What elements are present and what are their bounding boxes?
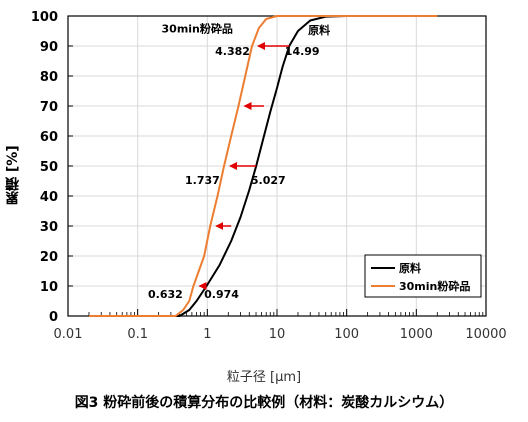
y-tick-label: 100	[31, 10, 58, 25]
figure-caption: 図3 粉砕前後の積算分布の比較例（材料：炭酸カルシウム）	[74, 395, 454, 411]
value-annotation: 0.974	[204, 288, 239, 301]
legend-label: 30min粉砕品	[399, 279, 470, 293]
y-tick-label: 0	[49, 310, 58, 325]
series-line-raw	[88, 15, 438, 317]
y-tick-label: 20	[40, 250, 58, 265]
y-tick-label: 30	[40, 220, 58, 235]
y-tick-label: 60	[40, 130, 58, 145]
x-tick-label: 100	[334, 327, 359, 342]
value-annotation: 14.99	[285, 45, 320, 58]
y-axis-title: 累積 [%]	[5, 145, 21, 205]
plot-series-label: 原料	[308, 23, 330, 37]
value-annotation: 4.382	[215, 45, 250, 58]
y-tick-label: 10	[40, 280, 58, 295]
x-tick-label: 0.01	[54, 327, 83, 342]
x-tick-label: 10000	[465, 327, 506, 342]
x-tick-label: 1	[203, 327, 211, 342]
legend-label: 原料	[399, 261, 421, 275]
plot-series-label: 30min粉砕品	[162, 22, 233, 36]
x-tick-label: 1000	[400, 327, 433, 342]
value-annotation: 0.632	[148, 288, 183, 301]
y-tick-label: 90	[40, 40, 58, 55]
x-tick-label: 0.1	[127, 327, 148, 342]
x-tick-label: 10	[269, 327, 286, 342]
series-line-milled	[88, 15, 438, 317]
y-tick-label: 40	[40, 190, 58, 205]
y-tick-label: 80	[40, 70, 58, 85]
value-annotation: 5.027	[251, 174, 286, 187]
y-tick-label: 50	[40, 160, 58, 175]
legend-box	[364, 254, 482, 298]
x-axis-title: 粒子径 [μm]	[226, 370, 302, 385]
y-tick-label: 70	[40, 100, 58, 115]
value-annotation: 1.737	[185, 174, 220, 187]
